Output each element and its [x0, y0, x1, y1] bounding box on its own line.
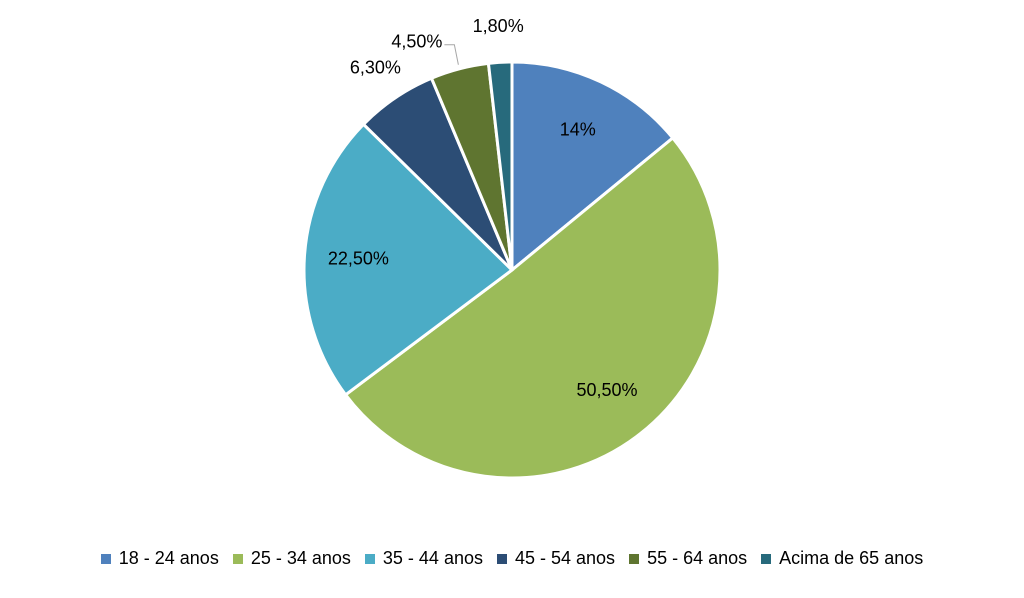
data-label: 1,80% [473, 16, 524, 36]
data-label: 22,50% [328, 249, 389, 269]
pie-slice [343, 135, 722, 480]
leader-line [444, 44, 459, 65]
pie-slice [510, 60, 675, 274]
data-label: 14% [560, 120, 596, 140]
legend-item: 18 - 24 anos [100, 548, 219, 569]
data-label: 6,30% [350, 57, 401, 77]
legend-swatch [496, 553, 507, 564]
legend-label: 25 - 34 anos [250, 548, 351, 568]
data-label: 4,50% [391, 31, 442, 51]
chart: 14% 50,50% 22,50% 6,30% 4,50% 1,80% [302, 16, 722, 480]
pie-slice [302, 122, 515, 397]
legend-label: Acima de 65 anos [779, 548, 924, 568]
legend-swatch [364, 553, 375, 564]
legend-swatch [232, 553, 243, 564]
legend-label: 45 - 54 anos [514, 548, 616, 568]
legend-label: 55 - 64 anos [647, 548, 748, 568]
legend-item: 35 - 44 anos [364, 548, 483, 569]
pie-slice [486, 60, 514, 271]
legend-item: 45 - 54 anos [496, 548, 616, 569]
legend-item: 25 - 34 anos [232, 548, 351, 569]
legend-label: 35 - 44 anos [382, 548, 483, 568]
data-label: 50,50% [577, 380, 638, 400]
legend-swatch [629, 553, 640, 564]
legend-item: Acima de 65 anos [761, 548, 923, 569]
legend-item: 55 - 64 anos [629, 548, 747, 569]
legend-swatch [761, 553, 772, 564]
legend-swatch [100, 553, 111, 564]
legend: 18 - 24 anos 25 - 34 anos 35 - 44 anos 45 -… [0, 548, 1024, 569]
legend-label: 18 - 24 anos [118, 548, 219, 568]
